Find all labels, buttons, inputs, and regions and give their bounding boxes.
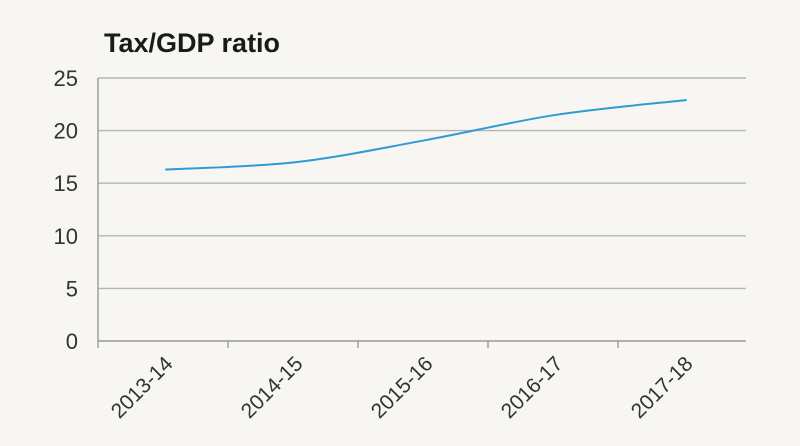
x-axis: 2013-14 2014-15 2015-16 2016-17 2017-18 (97, 341, 698, 423)
x-tick-label-2013-14: 2013-14 (107, 352, 178, 423)
x-tick-label-2015-16: 2015-16 (367, 352, 438, 423)
x-tick-label-2014-15: 2014-15 (237, 352, 308, 423)
gridlines (97, 77, 746, 342)
series-layer (165, 99, 687, 171)
y-tick-label-15: 15 (54, 171, 78, 196)
x-tick-label-2017-18: 2017-18 (627, 352, 698, 423)
y-axis-ticks: 0 5 10 15 20 25 (54, 66, 78, 354)
x-tick-label-2016-17: 2016-17 (497, 352, 568, 423)
y-tick-label-0: 0 (66, 329, 78, 354)
series-line-0 (165, 99, 687, 171)
y-tick-label-20: 20 (54, 119, 78, 144)
y-tick-label-5: 5 (66, 276, 78, 301)
chart-title: Tax/GDP ratio (104, 28, 280, 58)
y-tick-label-25: 25 (54, 66, 78, 91)
y-tick-label-10: 10 (54, 224, 78, 249)
